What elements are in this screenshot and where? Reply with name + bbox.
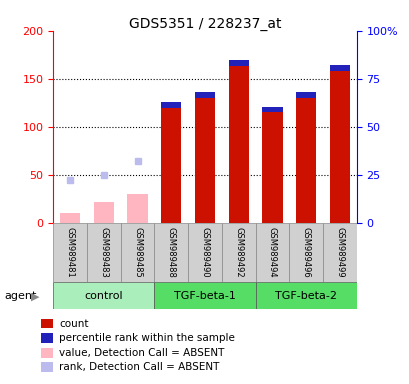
Text: GDS5351 / 228237_at: GDS5351 / 228237_at bbox=[128, 17, 281, 31]
Text: GSM989488: GSM989488 bbox=[166, 227, 175, 278]
Text: control: control bbox=[84, 291, 123, 301]
Text: GSM989492: GSM989492 bbox=[234, 227, 243, 278]
Text: count: count bbox=[59, 319, 89, 329]
Text: ▶: ▶ bbox=[31, 291, 39, 301]
Bar bbox=[221, 223, 255, 282]
Bar bbox=[228, 66, 248, 223]
Bar bbox=[255, 282, 356, 309]
Bar bbox=[262, 107, 282, 113]
Bar bbox=[194, 92, 215, 98]
Text: GSM989494: GSM989494 bbox=[267, 227, 276, 278]
Text: GSM989483: GSM989483 bbox=[99, 227, 108, 278]
Bar bbox=[60, 213, 80, 223]
Bar bbox=[127, 194, 147, 223]
Text: GSM989490: GSM989490 bbox=[200, 227, 209, 278]
Bar bbox=[94, 202, 114, 223]
Bar bbox=[53, 223, 87, 282]
Text: value, Detection Call = ABSENT: value, Detection Call = ABSENT bbox=[59, 348, 224, 358]
Bar bbox=[120, 223, 154, 282]
Bar bbox=[87, 223, 120, 282]
Bar bbox=[161, 108, 181, 223]
Text: rank, Detection Call = ABSENT: rank, Detection Call = ABSENT bbox=[59, 362, 219, 372]
Bar bbox=[295, 92, 315, 98]
Bar bbox=[154, 223, 188, 282]
Bar bbox=[329, 65, 349, 71]
Bar bbox=[188, 223, 221, 282]
Text: GSM989496: GSM989496 bbox=[301, 227, 310, 278]
Text: percentile rank within the sample: percentile rank within the sample bbox=[59, 333, 235, 343]
Text: GSM989481: GSM989481 bbox=[65, 227, 74, 278]
Bar bbox=[322, 223, 356, 282]
Bar bbox=[228, 61, 248, 66]
Text: agent: agent bbox=[4, 291, 36, 301]
Bar bbox=[289, 223, 322, 282]
Bar bbox=[255, 223, 289, 282]
Text: TGF-beta-2: TGF-beta-2 bbox=[274, 291, 336, 301]
Bar bbox=[295, 98, 315, 223]
Bar bbox=[262, 113, 282, 223]
Text: TGF-beta-1: TGF-beta-1 bbox=[174, 291, 235, 301]
Text: GSM989485: GSM989485 bbox=[133, 227, 142, 278]
Bar bbox=[154, 282, 255, 309]
Bar bbox=[53, 282, 154, 309]
Bar bbox=[329, 71, 349, 223]
Bar bbox=[161, 102, 181, 108]
Bar bbox=[194, 98, 215, 223]
Text: GSM989499: GSM989499 bbox=[335, 227, 344, 278]
